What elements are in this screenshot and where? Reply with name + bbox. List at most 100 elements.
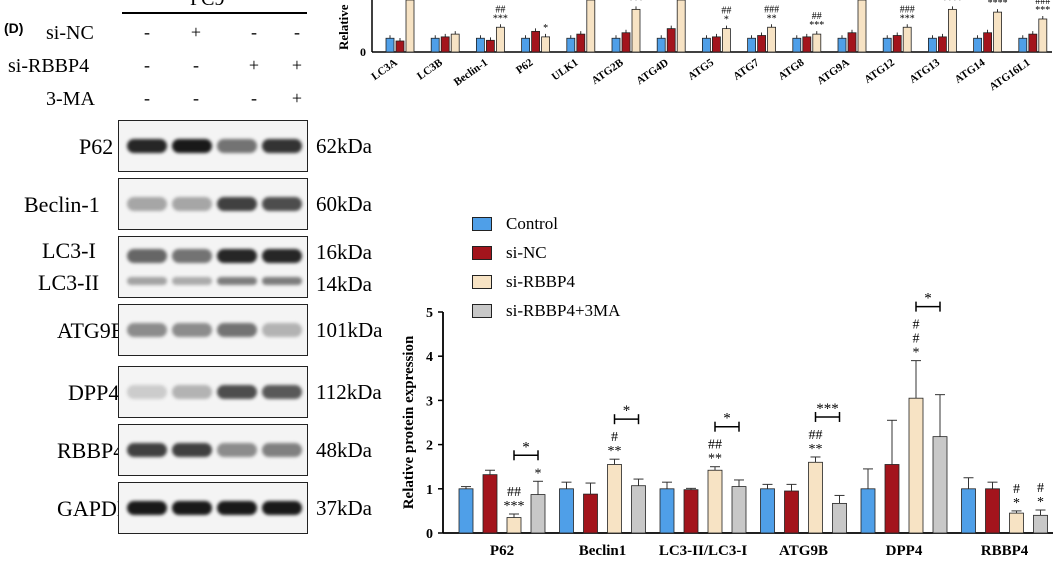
bar <box>707 469 723 534</box>
condition-label: 3-MA <box>46 88 95 110</box>
bar <box>576 33 586 53</box>
cell-line-label: PC9 <box>190 0 224 11</box>
significance-mark: * <box>724 15 729 26</box>
bar <box>847 32 857 53</box>
y-tick-label: 0 <box>426 527 433 542</box>
blot-band <box>127 385 167 399</box>
y-axis-label: Relative <box>336 4 351 50</box>
bar <box>784 490 799 534</box>
blot-band <box>262 443 302 457</box>
bar <box>475 37 485 53</box>
bar <box>1028 33 1038 53</box>
significance-mark: *** <box>1035 5 1050 16</box>
blot-band <box>262 385 302 399</box>
blot-box <box>118 304 308 356</box>
blot-band <box>172 323 212 337</box>
bracket-label: * <box>623 403 631 419</box>
significance-mark: ** <box>809 442 823 457</box>
bar <box>541 36 551 53</box>
bar <box>530 494 546 534</box>
bar <box>983 32 992 53</box>
blot-band <box>172 443 212 457</box>
bar <box>760 488 775 534</box>
legend-swatch <box>472 275 492 289</box>
significance-mark: ### <box>764 4 779 15</box>
legend-label: si-RBBP4+3MA <box>506 301 621 320</box>
blot-kda: 101kDa <box>316 318 383 342</box>
significance-mark: ## <box>721 6 731 17</box>
significance-mark: *** <box>809 20 824 31</box>
legend-swatch <box>472 304 492 318</box>
bar <box>566 37 576 53</box>
bar <box>611 37 621 53</box>
condition-sign: - <box>251 22 257 42</box>
bar <box>405 0 415 53</box>
bar <box>892 35 902 53</box>
bar <box>812 33 822 53</box>
bar <box>1033 514 1048 534</box>
bar <box>586 0 596 53</box>
bar <box>458 488 474 534</box>
bar <box>656 37 666 53</box>
blot-band <box>172 277 212 285</box>
x-tick-label: DPP4 <box>886 543 923 559</box>
bar <box>1038 18 1048 53</box>
condition-sign: - <box>144 22 150 42</box>
blot-band <box>127 501 167 515</box>
bar <box>506 517 522 534</box>
blot-band <box>127 443 167 457</box>
blot-band <box>217 249 257 263</box>
x-tick-label: ATG9B <box>779 543 828 559</box>
significance-mark: ## <box>507 485 521 500</box>
significance-mark: *** <box>504 499 525 514</box>
significance-mark: ** <box>708 452 722 467</box>
bar <box>666 28 676 53</box>
bracket-label: * <box>522 439 530 455</box>
bar <box>583 493 598 534</box>
blot-label: LC3-II <box>38 270 100 295</box>
bar <box>857 0 867 53</box>
blot-band <box>217 277 257 285</box>
blot-band <box>172 249 212 263</box>
x-tick-label: ATG2B <box>589 56 626 87</box>
bar <box>430 37 440 53</box>
bar <box>837 37 847 53</box>
x-tick-label: P62 <box>514 56 536 76</box>
x-tick-label: LC3A <box>369 57 399 83</box>
blot-band <box>217 501 257 515</box>
x-tick-label: Beclin-1 <box>452 57 490 89</box>
blot-label: DPP4 <box>68 380 120 405</box>
blot-box <box>118 178 308 230</box>
x-tick-label: ATG4D <box>634 57 671 88</box>
y-tick-label: 0 <box>360 45 366 59</box>
bar <box>832 502 847 534</box>
x-tick-label: LC3B <box>415 56 445 82</box>
blot-band <box>217 323 257 337</box>
y-tick-label: 2 <box>426 439 433 454</box>
bar <box>385 37 395 53</box>
blot-kda: 37kDa <box>316 496 372 520</box>
bar <box>621 32 631 53</box>
bar <box>948 8 957 53</box>
bar <box>767 26 777 53</box>
bar <box>495 26 505 53</box>
blot-band <box>127 323 167 337</box>
legend-swatch <box>472 217 492 231</box>
bar <box>884 464 900 534</box>
bar <box>938 36 947 53</box>
significance-mark: * <box>543 23 548 34</box>
blot-band <box>127 139 167 153</box>
legend-swatch <box>472 246 492 260</box>
bar <box>747 37 757 53</box>
bar <box>701 37 711 53</box>
condition-sign: - <box>251 88 257 108</box>
legend-item: Control <box>472 214 558 234</box>
condition-sign: - <box>144 55 150 75</box>
blot-kda: 16kDa <box>316 240 372 264</box>
blot-box <box>118 236 308 298</box>
blot-band <box>262 249 302 263</box>
blot-box <box>118 482 308 534</box>
blot-label: RBBP4 <box>57 438 125 463</box>
blot-band <box>217 443 257 457</box>
blot-kda: 60kDa <box>316 192 372 216</box>
